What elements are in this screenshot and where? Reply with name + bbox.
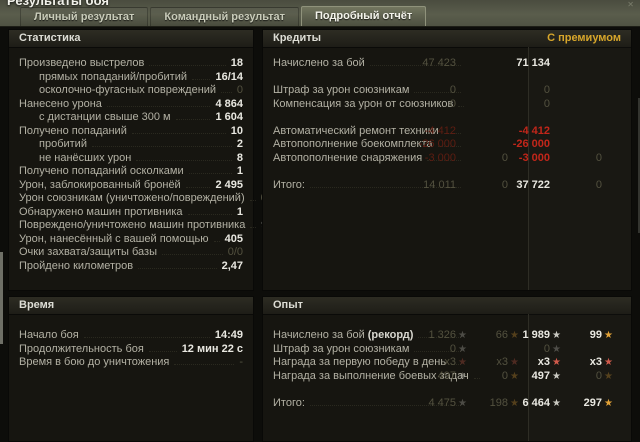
stat-row: Произведено выстрелов 18 — [19, 57, 243, 69]
time-body: Начало боя 14:49 Продолжительность боя 12 … — [9, 315, 253, 370]
stat-row: Обнаружено машин противника 1 — [19, 205, 243, 218]
stat-row: Нанесено урона 4 864 — [19, 97, 243, 110]
experience-panel: Опыт Начислено за бой (рекорд) 1 326 ★ 66 ★… — [262, 296, 632, 442]
stat-row: пробитий 2 — [39, 138, 243, 150]
free-xp-star-icon: ★ — [510, 330, 519, 341]
xp-star-icon: ★ — [458, 343, 467, 355]
tab-bar: Личный результат Командный результат Под… — [20, 6, 428, 26]
tab-detailed-report[interactable]: Подробный отчёт — [300, 6, 427, 26]
stat-row: Урон, нанесённый с вашей помощью 405 — [19, 232, 243, 245]
credits-panel: Кредиты С премиумом Начислено за бой 47 … — [262, 29, 632, 291]
statistics-panel: Статистика Произведено выстрелов 18 прямы… — [8, 29, 277, 291]
xp-star-icon: ★ — [552, 370, 561, 382]
first-win-star-icon: ★ — [458, 357, 467, 368]
stat-row: Повреждено/уничтожено машин противника9/… — [19, 219, 277, 233]
tab-team-result[interactable]: Командный результат — [150, 7, 299, 26]
stat-row: прямых попаданий/пробитий 16/14 — [39, 70, 243, 83]
exp-row: Награда за первую победу в день x3 ★ x3 ★ … — [273, 356, 613, 368]
credits-row: Начислено за бой 47 423 71 134 — [273, 57, 550, 69]
xp-star-icon: ★ — [458, 397, 467, 409]
close-icon[interactable]: ✕ — [627, 0, 634, 9]
credits-body: Начислено за бой 47 423 71 134 Штраф за … — [263, 48, 631, 192]
background-window-edge — [638, 98, 640, 233]
stat-row: не нанёсших урон 8 — [39, 151, 243, 164]
experience-body: Начислено за бой (рекорд) 1 326 ★ 66 ★ 1 98… — [263, 315, 631, 410]
free-xp-star-icon: ★ — [604, 330, 613, 341]
exp-total-row: Итого: 4 475 ★ 198 ★ 6 464 ★ 297 ★ — [273, 396, 613, 409]
credits-row: Штраф за урон союзникам 0 0 — [273, 84, 550, 96]
credits-row: Автопополнение снаряжения -3 000 0 -3 00… — [273, 151, 602, 164]
credits-title: Кредиты — [273, 32, 322, 44]
stat-row: Получено попаданий осколками 1 — [19, 165, 243, 177]
free-xp-star-icon: ★ — [510, 397, 519, 409]
first-win-star-icon: ★ — [552, 357, 561, 368]
window-title: Результаты боя — [7, 0, 109, 8]
first-win-star-icon: ★ — [604, 357, 613, 368]
free-xp-star-icon: ★ — [604, 397, 613, 409]
credits-row: Автоматический ремонт техники -4 412 -4 … — [273, 124, 550, 137]
first-win-star-icon: ★ — [510, 357, 519, 368]
record-label: (рекорд) — [367, 329, 414, 341]
stat-row: Пройдено километров 2,47 — [19, 259, 243, 272]
time-header: Время — [9, 297, 253, 315]
time-row: Продолжительность боя 12 мин 22 с — [19, 342, 243, 355]
statistics-title: Статистика — [19, 32, 81, 44]
xp-star-icon: ★ — [552, 343, 561, 355]
experience-header: Опыт — [263, 297, 631, 315]
stat-row: Очки захвата/защиты базы 0/0 — [19, 246, 243, 258]
window-header: Результаты боя ✕ Личный результат Команд… — [0, 0, 640, 27]
time-panel: Время Начало боя 14:49 Продолжительность … — [8, 296, 254, 442]
xp-star-icon: ★ — [552, 330, 561, 341]
time-row: Время в бою до уничтожения - — [19, 356, 243, 368]
credits-row: Компенсация за урон от союзников 0 0 — [273, 97, 550, 110]
exp-row: Штраф за урон союзникам 0 ★ 0 ★ — [273, 342, 561, 355]
tab-personal-result[interactable]: Личный результат — [20, 7, 149, 26]
stat-row: осколочно-фугасных повреждений 0 — [39, 84, 243, 96]
stat-row: Урон союзникам (уничтожено/повреждений)0… — [19, 192, 276, 206]
free-xp-star-icon: ★ — [604, 370, 613, 382]
exp-row: Награда за выполнение боевых задач 497 ★ … — [273, 369, 613, 382]
statistics-body: Произведено выстрелов 18 прямых попаданий… — [9, 48, 277, 273]
credits-row: Автопополнение боекомплекта -26 000 -26 … — [273, 138, 550, 150]
xp-star-icon: ★ — [552, 397, 561, 409]
xp-star-icon: ★ — [458, 370, 467, 382]
exp-row: Начислено за бой (рекорд) 1 326 ★ 66 ★ 1 98… — [273, 329, 613, 341]
credits-header: Кредиты С премиумом — [263, 30, 631, 48]
credits-total-row: Итого: 14 011 0 37 722 0 — [273, 178, 602, 191]
stat-row: Урон, заблокированный бронёй 2 495 — [19, 178, 243, 191]
background-window-edge — [0, 252, 3, 344]
free-xp-star-icon: ★ — [510, 370, 519, 382]
xp-star-icon: ★ — [458, 330, 467, 341]
statistics-header: Статистика — [9, 30, 253, 48]
time-row: Начало боя 14:49 — [19, 329, 243, 341]
premium-column-label: С премиумом — [547, 32, 621, 44]
time-title: Время — [19, 299, 55, 311]
experience-title: Опыт — [273, 299, 303, 311]
stat-row: Получено попаданий 10 — [19, 124, 243, 137]
